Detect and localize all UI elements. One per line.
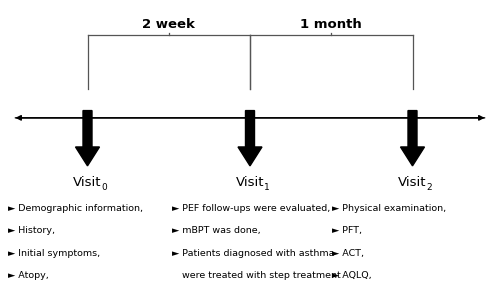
Text: 1: 1 [264,183,270,192]
Text: 2: 2 [426,183,432,192]
Text: Visit: Visit [236,176,264,189]
FancyArrow shape [76,111,100,166]
Text: ► AQLQ,: ► AQLQ, [332,271,372,280]
Text: ► History,: ► History, [8,226,54,235]
FancyArrow shape [238,111,262,166]
Text: ► Initial symptoms,: ► Initial symptoms, [8,249,100,258]
Text: ► Patients diagnosed with asthma: ► Patients diagnosed with asthma [172,249,335,258]
FancyArrow shape [400,111,424,166]
Text: Visit: Visit [398,176,427,189]
Text: ► ACT,: ► ACT, [332,249,364,258]
Text: 0: 0 [102,183,107,192]
Text: ► PEF follow-ups were evaluated,: ► PEF follow-ups were evaluated, [172,204,331,213]
Text: ► PFT,: ► PFT, [332,226,362,235]
Text: ► Physical examination,: ► Physical examination, [332,204,446,213]
Text: Visit: Visit [73,176,102,189]
Text: ► Atopy,: ► Atopy, [8,271,48,280]
Text: ► mBPT was done,: ► mBPT was done, [172,226,261,235]
Text: 2 week: 2 week [142,17,195,31]
Text: were treated with step treatment: were treated with step treatment [182,271,340,280]
Text: ► Demographic information,: ► Demographic information, [8,204,142,213]
Text: 1 month: 1 month [300,17,362,31]
